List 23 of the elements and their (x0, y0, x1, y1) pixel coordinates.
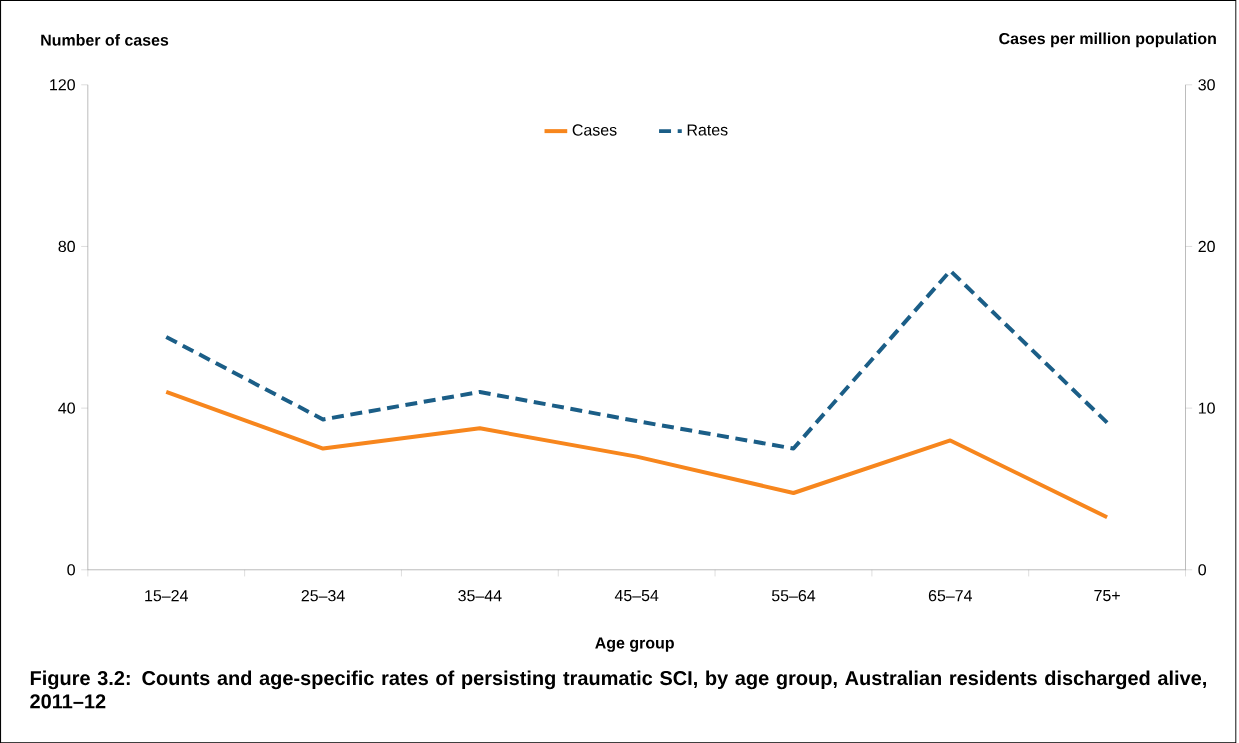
y-tick-label: 0 (67, 563, 75, 576)
line-series (164, 268, 1110, 451)
y2-tick-label: 30 (1198, 78, 1215, 91)
y2-tick-label: 0 (1198, 563, 1207, 576)
x-tick-label: 45–54 (614, 589, 659, 601)
y-tick-label: 40 (58, 402, 75, 414)
legend-label: Rates (687, 124, 728, 136)
y2-tick-label: 20 (1198, 240, 1215, 252)
y-axis-title: Number of cases (41, 33, 169, 46)
x-tick-label: 15–24 (145, 589, 188, 602)
legend-label: Cases (572, 124, 617, 136)
x-tick-label: 75+ (1094, 589, 1120, 601)
x-tick-label: 25–34 (301, 589, 345, 602)
y-tick-label: 120 (50, 78, 75, 91)
y2-axis-title: Cases per million population (999, 32, 1216, 48)
line-series (164, 389, 1110, 520)
y2-tick-label: 10 (1198, 402, 1215, 414)
x-tick-label: 35–44 (458, 589, 502, 602)
x-tick-label: 65–74 (928, 589, 973, 602)
x-tick-label: 55–64 (771, 589, 816, 602)
y-tick-label: 80 (58, 240, 75, 252)
caption: Figure 3.2: Counts and age-specific rates of persisting traumatic SCI, by age group, Australian residents discharged alive, 2011–12 (30, 670, 1206, 709)
x-axis-title: Age group (595, 637, 674, 652)
